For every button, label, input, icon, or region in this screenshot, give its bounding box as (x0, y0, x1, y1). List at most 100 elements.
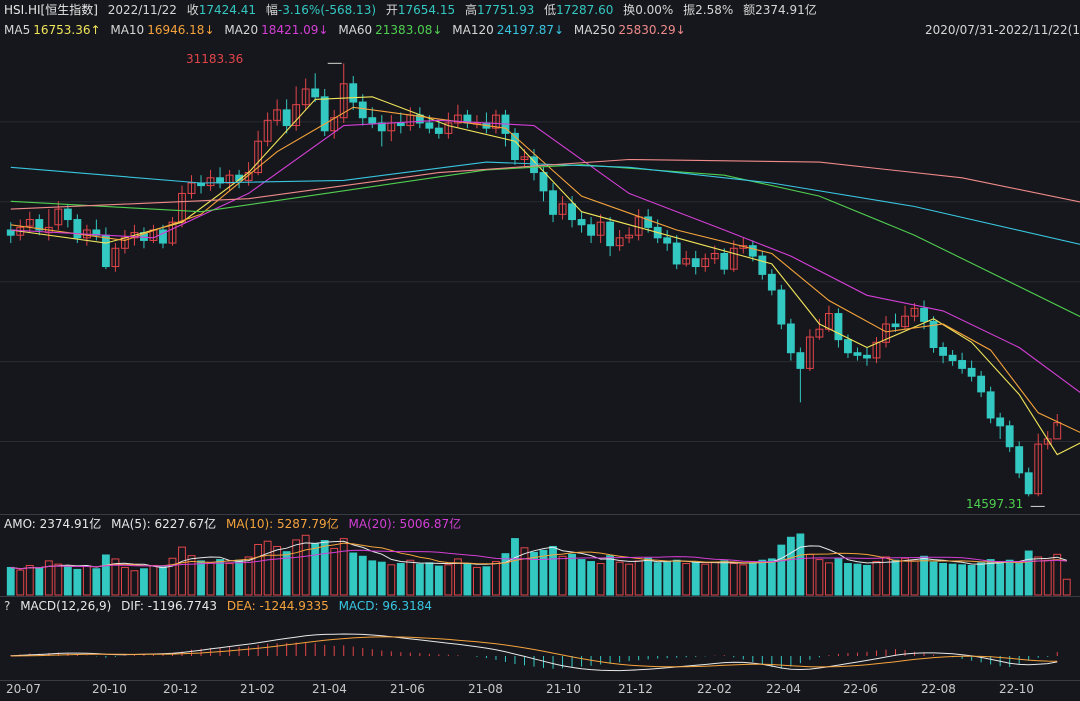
volume-bar (339, 538, 348, 596)
volume-bar (159, 566, 167, 596)
ma250-value: 25830.29↓ (618, 23, 686, 37)
candle-body (682, 258, 691, 265)
volume-bar (929, 561, 938, 596)
volume-bar (358, 555, 367, 596)
volume-bar (396, 563, 405, 596)
volume-bar (653, 562, 662, 596)
volume-bar (197, 560, 205, 596)
volume-bar (996, 561, 1005, 596)
volume-bar (587, 561, 596, 596)
candle-body (587, 224, 596, 236)
volume-bar (330, 547, 339, 596)
quote-header: HSI.HI[恒生指数] 2022/11/22 收17424.41 幅-3.16… (4, 0, 823, 20)
volume-bar (663, 561, 672, 596)
ma5-label: MA5 (4, 23, 31, 37)
ma10-label: MA10 (110, 23, 145, 37)
volume-bar (225, 563, 234, 596)
open-value: 17654.15 (397, 3, 456, 17)
volume-bar (891, 559, 900, 596)
candle-body (672, 242, 681, 265)
candle-body (805, 336, 814, 369)
candle-body (273, 109, 282, 121)
high-marker-label: 31183.36 (186, 52, 244, 66)
volume-bar (54, 563, 63, 596)
date-range-label[interactable]: 2020/07/31-2022/11/22(1 (925, 23, 1080, 37)
amo-value: AMO: 2374.91亿 (4, 517, 102, 531)
volume-bar (472, 566, 481, 596)
macd-help-icon[interactable]: ? (4, 599, 11, 613)
x-tick-label: 21-10 (546, 682, 581, 696)
volume-bar (739, 564, 748, 596)
candle-body (920, 307, 928, 322)
volume-bar (729, 563, 738, 596)
ma10-value: 16946.18↓ (147, 23, 215, 37)
macd-dea: DEA: -1244.9335 (226, 599, 329, 613)
volume-bar (1053, 553, 1062, 596)
volume-bar (824, 562, 833, 596)
volume-bar (596, 563, 605, 596)
volume-bar (872, 561, 881, 596)
volume-bar (796, 533, 805, 596)
candle-body (891, 323, 900, 328)
candle-body (263, 119, 272, 142)
candle-body (596, 221, 605, 236)
symbol-label[interactable]: HSI.HI[恒生指数] (4, 3, 98, 17)
amount-label: 额 (743, 3, 756, 17)
candle-body (910, 307, 919, 317)
volume-bar (311, 543, 320, 596)
candle-body (396, 122, 405, 127)
volume-bar (101, 554, 110, 596)
macd-title: MACD(12,26,9) (20, 599, 112, 613)
volume-bar (1062, 578, 1071, 596)
candle-body (701, 258, 710, 268)
candle-body (301, 88, 310, 106)
ma60-value: 21383.08↓ (375, 23, 443, 37)
candle-body (986, 391, 995, 419)
ma20-label: MA20 (224, 23, 259, 37)
volume-bar (244, 556, 253, 596)
candle-body (568, 203, 576, 221)
ma5-value: 16753.36↑ (33, 23, 101, 37)
candle-body (453, 114, 462, 124)
volume-bar (577, 559, 586, 596)
volume-bar (539, 549, 548, 596)
volume-bar (444, 564, 453, 596)
volume-bar (301, 534, 310, 596)
ma60-label: MA60 (338, 23, 373, 37)
volume-bar (748, 562, 757, 596)
change-value: -3.16%(-568.13) (277, 3, 377, 17)
volume-bar (44, 560, 53, 596)
volume-bar (853, 563, 862, 596)
volume-bar (682, 563, 691, 596)
volume-bar (92, 568, 101, 596)
volume-bar (834, 557, 843, 596)
amo-legend: AMO: 2374.91亿 MA(5): 6227.67亿 MA(10): 52… (4, 515, 467, 533)
candle-body (729, 247, 738, 270)
candle-body (615, 237, 624, 247)
x-tick-label: 20-12 (163, 682, 198, 696)
volume-bar (920, 555, 928, 596)
volume-bar (1024, 550, 1033, 596)
candle-body (63, 208, 72, 221)
volume-bar (777, 544, 786, 596)
candle-body (606, 221, 615, 247)
low-value: 17287.60 (556, 3, 614, 17)
candle-body (25, 219, 34, 227)
volume-bar (254, 543, 263, 596)
volume-bar (282, 551, 291, 596)
volume-bar (948, 563, 957, 596)
volume-bar (482, 566, 491, 596)
turnover-value: 0.00% (635, 3, 674, 17)
candle-body (292, 104, 301, 127)
volume-bar (1034, 556, 1043, 596)
candle-body (710, 253, 719, 260)
volume-bar (73, 568, 82, 596)
candle-body (663, 237, 672, 244)
candle-body (758, 255, 767, 275)
volume-bar (530, 551, 538, 596)
ma5-line (10, 96, 1080, 456)
volume-bar (844, 563, 852, 596)
volume-bar (25, 564, 34, 596)
x-tick-label: 20-10 (92, 682, 127, 696)
